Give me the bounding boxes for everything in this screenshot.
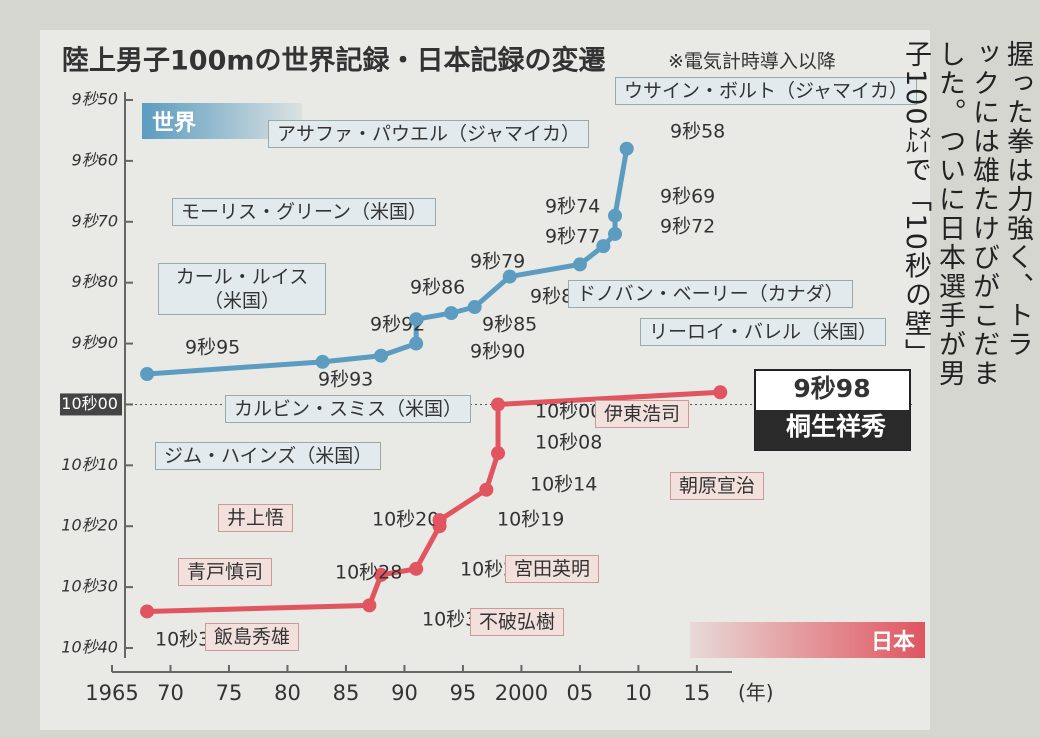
value-label: 9秒58: [670, 121, 725, 143]
record-holder: 朝原宣治: [670, 472, 765, 500]
article-column: ックには雄たけびがこだま: [968, 40, 999, 388]
value-label: 9秒72: [660, 216, 715, 238]
y-tick-label: 10秒20: [61, 516, 118, 535]
data-point: [444, 306, 459, 321]
record-holder: 飯島秀雄: [205, 623, 300, 651]
record-holder: 青戸慎司: [178, 558, 273, 586]
value-label: 9秒85: [482, 314, 537, 336]
y-tick-label: 10秒30: [61, 577, 118, 596]
data-point: [608, 226, 623, 241]
data-point: [374, 348, 389, 363]
value-label: 9秒86: [410, 277, 465, 299]
chart-title: 陸上男子100mの世界記録・日本記録の変遷: [62, 45, 606, 77]
record-holder: リーロイ・バレル（米国）: [640, 318, 887, 346]
data-point: [479, 482, 494, 497]
highlight-tick-bg: [60, 393, 122, 416]
y-tick-label: 9秒80: [71, 272, 118, 291]
data-point: [491, 397, 506, 412]
record-holder: 井上悟: [218, 504, 294, 532]
data-point: [409, 312, 424, 327]
data-point: [596, 239, 611, 254]
record-holder: カール・ルイス（米国）: [158, 263, 326, 315]
x-tick-label: 85: [333, 681, 360, 705]
data-point: [315, 354, 330, 369]
data-point: [362, 598, 377, 613]
x-tick-label: 15: [684, 681, 711, 705]
article-column: 子100㍍で「10秒の壁」: [900, 40, 931, 368]
y-tick-label: 9秒50: [71, 90, 118, 109]
data-point: [619, 141, 634, 156]
x-tick-label: 90: [391, 681, 418, 705]
record-holder: アサファ・パウエル（ジャマイカ）: [268, 120, 590, 148]
data-point: [374, 567, 389, 582]
record-holder: 桐生祥秀: [785, 412, 886, 441]
y-tick-label: 10秒40: [61, 638, 118, 657]
y-tick-label: 9秒90: [71, 333, 118, 352]
record-holder: モーリス・グリーン（米国）: [172, 198, 437, 226]
article-column: した。ついに日本選手が男: [934, 40, 965, 388]
value-label: 9秒93: [318, 369, 373, 391]
legend-item: 日本: [690, 622, 925, 658]
data-point: [140, 604, 155, 619]
value-label: 10秒00: [535, 401, 602, 423]
record-holder: 伊東浩司: [595, 400, 690, 428]
y-tick-label: 9秒60: [71, 150, 118, 169]
data-point: [572, 257, 587, 272]
y-tick-label: 10秒00: [61, 394, 118, 413]
chart-subtitle: ※電気計時導入以降: [668, 51, 836, 73]
x-tick-label: 2000: [495, 681, 548, 705]
y-tick-label: 9秒70: [71, 211, 118, 230]
value-label: 10秒08: [535, 432, 602, 454]
record-holder: 不破弘樹: [470, 608, 565, 636]
x-unit: (年): [738, 681, 774, 705]
x-tick-label: 05: [567, 681, 594, 705]
x-tick-label: 1965: [85, 681, 138, 705]
data-point: [432, 513, 447, 528]
data-point: [608, 208, 623, 223]
x-tick-label: 10: [625, 681, 652, 705]
value-label: 9秒95: [185, 337, 240, 359]
data-point: [467, 300, 482, 315]
data-point: [491, 446, 506, 461]
x-tick-label: 95: [450, 681, 477, 705]
data-point: [713, 385, 728, 400]
value-label: 9秒74: [545, 196, 600, 218]
value-label: 10秒14: [530, 474, 597, 496]
data-point: [140, 367, 155, 381]
record-holder: 宮田英明: [505, 555, 600, 583]
record-holder: ドノバン・ベーリー（カナダ）: [568, 280, 853, 308]
y-tick-label: 10秒10: [61, 455, 118, 474]
x-tick-label: 80: [274, 681, 301, 705]
x-tick-label: 70: [157, 681, 184, 705]
value-label: 10秒19: [497, 509, 564, 531]
value-label: 10秒20: [372, 509, 439, 531]
record-holder: ウサイン・ボルト（ジャマイカ）: [615, 77, 918, 105]
x-tick-label: 75: [216, 681, 243, 705]
data-point: [409, 561, 424, 576]
article-column: 握った拳は力強く、トラ: [1002, 40, 1033, 359]
value-label: 10秒28: [335, 562, 402, 584]
highlight-box-bottom: [755, 410, 910, 450]
value-label: 9秒98: [793, 374, 870, 403]
value-label: 9秒77: [545, 226, 600, 248]
record-holder: カルビン・スミス（米国）: [225, 395, 472, 423]
data-point: [409, 336, 424, 351]
value-label: 9秒79: [470, 251, 525, 273]
data-point: [502, 269, 517, 284]
value-label: 9秒69: [660, 186, 715, 208]
value-label: 9秒90: [470, 341, 525, 363]
record-holder: ジム・ハインズ（米国）: [155, 442, 382, 470]
